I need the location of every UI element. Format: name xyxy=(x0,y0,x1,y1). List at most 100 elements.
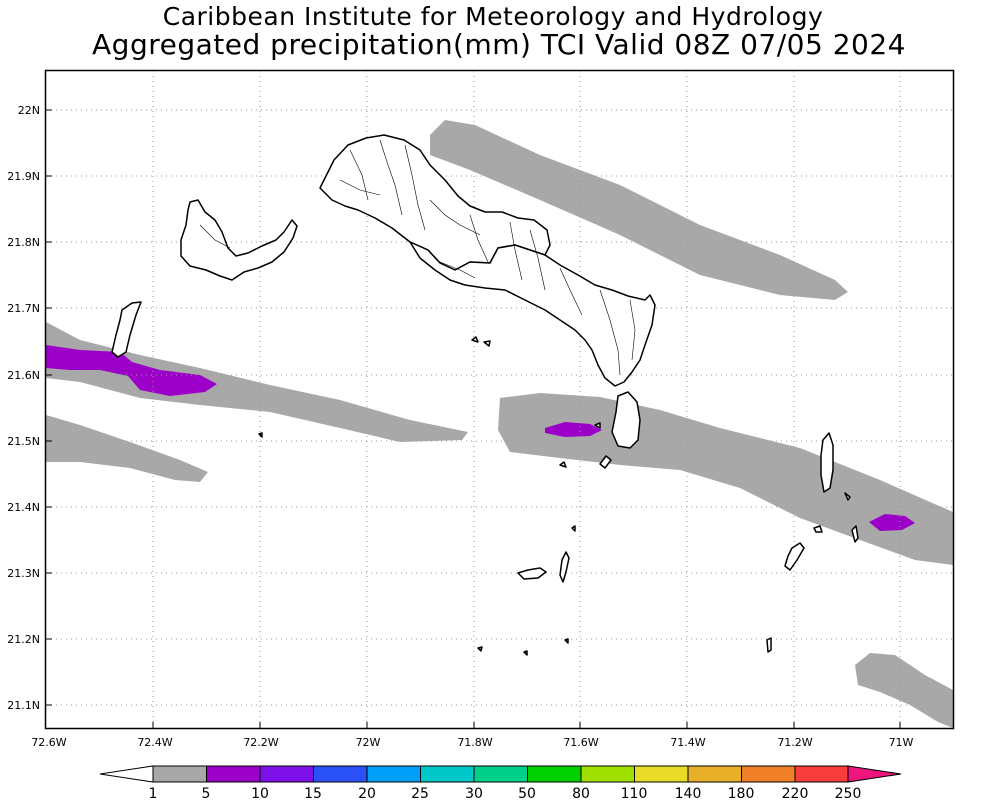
cay xyxy=(564,638,569,644)
island-salt-cay xyxy=(784,542,805,571)
lon-tick-label: 72W xyxy=(356,736,381,749)
lat-tick-label: 21.7N xyxy=(7,302,40,315)
precip-core-central xyxy=(545,422,602,437)
district-boundary xyxy=(199,224,231,249)
colorbar-swatch xyxy=(741,765,796,783)
colorbar-label: 80 xyxy=(572,786,590,800)
island-middle-caicos xyxy=(409,241,656,387)
district-boundary xyxy=(439,261,476,279)
precip-band-central xyxy=(498,393,953,565)
colorbar-swatch xyxy=(313,765,368,783)
district-boundary xyxy=(469,214,489,263)
cay xyxy=(813,525,823,533)
colorbar-swatch xyxy=(580,765,635,783)
lon-tick-label: 71W xyxy=(889,736,914,749)
graticule xyxy=(46,71,953,728)
colorbar-swatch xyxy=(366,765,421,783)
colorbar-label: 20 xyxy=(358,786,376,800)
island-west-caicos xyxy=(111,301,142,358)
tick-marks xyxy=(46,109,901,728)
precip-light-areas xyxy=(46,120,953,728)
colorbar-below-arrow xyxy=(99,765,154,783)
colorbar-swatch xyxy=(420,765,475,783)
colorbar-label: 30 xyxy=(465,786,483,800)
cay xyxy=(599,455,612,469)
cay xyxy=(471,336,479,343)
cay xyxy=(766,637,772,653)
colorbar xyxy=(99,765,902,783)
lat-tick-label: 22N xyxy=(18,104,40,117)
colorbar-labels: 1 5 10 15 20 25 30 50 80 110 140 180 220… xyxy=(149,786,862,800)
cay xyxy=(571,525,576,532)
colorbar-swatch xyxy=(259,765,314,783)
colorbar-label: 5 xyxy=(202,786,211,800)
island-east-caicos xyxy=(611,391,641,449)
colorbar-label: 220 xyxy=(782,786,809,800)
lat-tick-label: 21.8N xyxy=(7,236,40,249)
colorbar-label: 15 xyxy=(304,786,322,800)
district-boundary xyxy=(629,299,636,361)
colorbar-label: 50 xyxy=(518,786,536,800)
colorbar-swatch xyxy=(527,765,582,783)
lon-tick-label: 72.2W xyxy=(243,736,278,749)
precip-core-east xyxy=(869,514,915,531)
lon-axis: 72.6W 72.4W 72.2W 72W 71.8W 71.6W 71.4W … xyxy=(31,736,913,749)
colorbar-label: 25 xyxy=(411,786,429,800)
lat-tick-label: 21.3N xyxy=(7,567,40,580)
lon-tick-label: 72.6W xyxy=(31,736,66,749)
map-frame xyxy=(44,69,955,730)
island-providenciales xyxy=(180,199,298,281)
precip-band-west xyxy=(46,322,468,442)
precip-core-west xyxy=(46,345,217,396)
lon-tick-label: 71.2W xyxy=(777,736,812,749)
map-title: Caribbean Institute for Meteorology and … xyxy=(162,2,824,31)
colorbar-above-arrow xyxy=(847,765,902,783)
colorbar-label: 250 xyxy=(835,786,862,800)
map-subtitle: Aggregated precipitation(mm) TCI Valid 0… xyxy=(92,28,906,61)
lon-tick-label: 72.4W xyxy=(137,736,172,749)
lon-tick-label: 71.4W xyxy=(670,736,705,749)
district-boundary xyxy=(559,267,583,316)
cay xyxy=(517,567,547,580)
lat-tick-label: 21.4N xyxy=(7,501,40,514)
colorbar-swatch xyxy=(794,765,849,783)
district-boundaries xyxy=(199,139,636,376)
district-boundary xyxy=(429,199,481,236)
district-boundary xyxy=(404,144,426,231)
colorbar-label: 180 xyxy=(728,786,755,800)
lat-tick-label: 21.6N xyxy=(7,369,40,382)
lon-tick-label: 71.8W xyxy=(457,736,492,749)
colorbar-swatch xyxy=(687,765,742,783)
district-boundary xyxy=(509,221,523,281)
cay xyxy=(258,432,263,438)
lat-tick-label: 21.5N xyxy=(7,435,40,448)
lat-tick-label: 21.1N xyxy=(7,699,40,712)
precip-band-north xyxy=(430,120,848,300)
cay xyxy=(851,525,859,543)
coastlines xyxy=(111,134,859,656)
island-north-caicos xyxy=(319,134,551,271)
lat-tick-label: 21.2N xyxy=(7,633,40,646)
cay xyxy=(844,492,851,501)
district-boundary xyxy=(379,139,403,216)
island-grand-turk xyxy=(820,432,834,493)
lon-tick-label: 71.6W xyxy=(563,736,598,749)
precip-band-southeast xyxy=(855,653,953,728)
district-boundary xyxy=(529,229,546,291)
colorbar-label: 110 xyxy=(621,786,648,800)
colorbar-swatch xyxy=(634,765,689,783)
cay xyxy=(477,646,483,652)
colorbar-swatch xyxy=(152,765,207,783)
colorbar-label: 1 xyxy=(149,786,158,800)
colorbar-label: 140 xyxy=(675,786,702,800)
colorbar-label: 10 xyxy=(251,786,269,800)
district-boundary xyxy=(339,179,381,196)
district-boundary xyxy=(599,289,621,376)
precip-moderate-areas xyxy=(46,345,915,531)
cay xyxy=(523,650,528,656)
cay xyxy=(483,340,491,347)
cay xyxy=(559,461,567,468)
cay xyxy=(594,422,601,429)
lat-axis: 22N 21.9N 21.8N 21.7N 21.6N 21.5N 21.4N … xyxy=(7,104,40,712)
